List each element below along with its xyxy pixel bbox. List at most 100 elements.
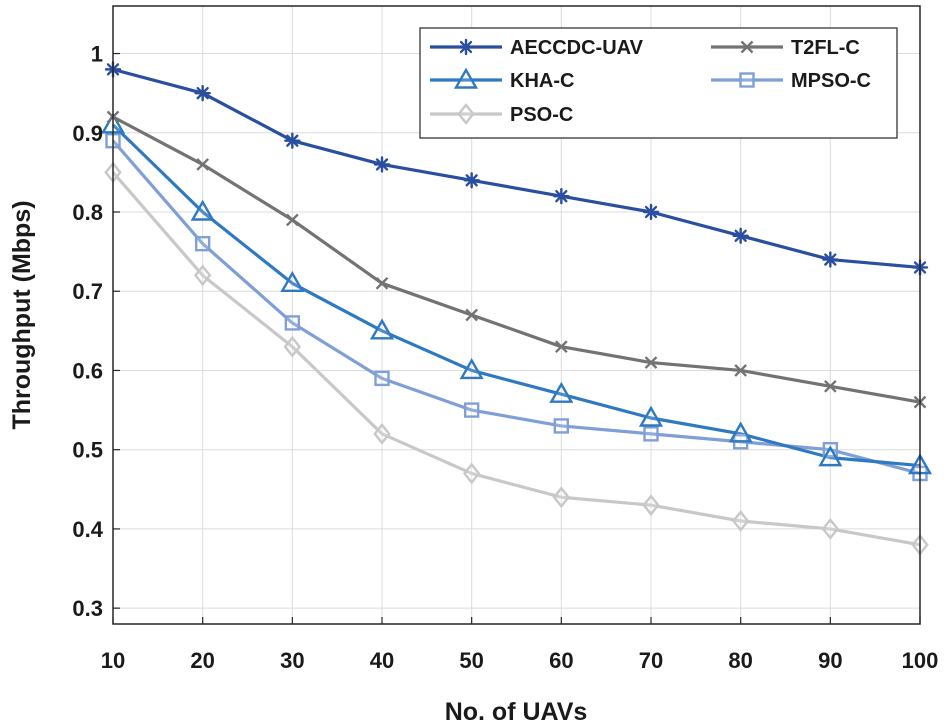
marker-shape — [369, 318, 395, 340]
series-lines — [111, 67, 921, 547]
data-point-aeccdc-uav — [822, 251, 839, 268]
series-markers — [100, 61, 933, 556]
data-point-kha-c — [190, 199, 215, 221]
data-point-t2fl-c — [465, 308, 479, 322]
legend: AECCDC-UAV T2FL-C KHA-C MPSO-C PSO-C — [419, 27, 898, 139]
data-point-t2fl-c — [196, 158, 210, 171]
marker-stroke — [823, 379, 837, 393]
marker-shape — [280, 270, 305, 293]
legend-marker — [457, 103, 475, 125]
data-point-t2fl-c — [375, 276, 389, 290]
data-point-pso-c — [731, 510, 750, 532]
legend-marker — [740, 40, 754, 54]
y-tick-label: 1 — [91, 42, 103, 67]
y-axis-title: Throughput (Mbps) — [8, 200, 36, 429]
marker-shape — [373, 422, 391, 445]
marker-stroke — [196, 87, 209, 100]
marker-shape — [739, 72, 755, 88]
series-line-pso-c — [111, 171, 921, 547]
marker-stroke — [740, 40, 754, 54]
data-point-mpso-c — [374, 370, 390, 387]
data-point-aeccdc-uav — [642, 203, 660, 221]
marker-shape — [190, 199, 215, 221]
x-tick-label: 30 — [280, 648, 304, 673]
plot-frame — [112, 5, 921, 625]
marker-shape — [462, 462, 481, 485]
marker-stroke — [554, 340, 568, 354]
data-point-aeccdc-uav — [194, 84, 211, 102]
data-point-pso-c — [642, 494, 660, 517]
x-tick-label: 100 — [902, 648, 939, 673]
y-tick-label: 0.9 — [72, 121, 103, 146]
data-point-t2fl-c — [734, 364, 748, 377]
marker-shape — [193, 264, 212, 287]
marker-stroke — [465, 174, 478, 187]
x-tick-label: 90 — [818, 648, 842, 673]
y-tick-label: 0.4 — [72, 517, 103, 542]
y-tick-label: 0.5 — [72, 438, 103, 463]
data-point-t2fl-c — [823, 379, 837, 393]
marker-shape — [453, 67, 479, 89]
marker-shape — [549, 381, 574, 403]
marker-shape — [459, 358, 484, 380]
series-line-t2fl-c — [112, 115, 921, 404]
x-tick-label: 40 — [370, 648, 394, 673]
data-point-kha-c — [369, 318, 395, 340]
marker-shape — [457, 103, 475, 125]
data-point-mpso-c — [194, 235, 211, 252]
data-point-kha-c — [280, 270, 305, 293]
data-point-aeccdc-uav — [732, 227, 749, 244]
marker-stroke — [286, 134, 299, 147]
data-point-t2fl-c — [554, 340, 568, 354]
marker-stroke — [555, 190, 568, 203]
legend-label: KHA-C — [510, 70, 574, 92]
x-tick-label: 50 — [459, 648, 483, 673]
data-point-pso-c — [283, 335, 302, 358]
marker-stroke — [734, 229, 747, 242]
x-tick-label: 20 — [190, 648, 214, 673]
data-point-kha-c — [728, 421, 753, 443]
y-tick-label: 0.7 — [72, 279, 103, 304]
y-tick-label: 0.3 — [72, 596, 103, 621]
series-line-aeccdc-uav — [112, 67, 921, 270]
marker-stroke — [285, 213, 299, 227]
marker-shape — [374, 370, 390, 387]
legend-label: T2FL-C — [791, 37, 860, 59]
marker-shape — [553, 418, 570, 434]
marker-stroke — [644, 205, 658, 219]
data-point-pso-c — [821, 518, 840, 540]
marker-stroke — [465, 308, 479, 322]
marker-shape — [731, 510, 750, 532]
data-point-pso-c — [193, 264, 212, 287]
data-point-kha-c — [549, 381, 574, 403]
legend-marker — [453, 67, 479, 89]
legend-marker — [739, 72, 755, 88]
marker-shape — [638, 405, 664, 427]
data-point-t2fl-c — [644, 356, 658, 369]
x-tick-label: 60 — [549, 648, 573, 673]
data-point-mpso-c — [553, 418, 570, 434]
legend-entry-aeccdc-uav: AECCDC-UAV — [430, 37, 644, 59]
marker-shape — [643, 426, 659, 442]
data-point-mpso-c — [643, 426, 659, 442]
x-tick-label: 80 — [728, 648, 752, 673]
data-point-pso-c — [552, 486, 571, 509]
data-point-aeccdc-uav — [553, 187, 570, 205]
legend-label: PSO-C — [510, 104, 573, 126]
x-tick-label: 10 — [101, 648, 125, 673]
data-point-kha-c — [459, 358, 484, 380]
data-point-t2fl-c — [285, 213, 299, 227]
marker-stroke — [375, 276, 389, 290]
series-line-kha-c — [111, 123, 921, 468]
marker-shape — [283, 335, 302, 358]
x-tick-label: 70 — [639, 648, 663, 673]
marker-shape — [728, 421, 753, 443]
marker-stroke — [734, 364, 748, 377]
data-point-mpso-c — [284, 315, 301, 331]
x-axis-title: No. of UAVs — [445, 698, 588, 725]
x-tick-labels: 10 20 30 40 50 60 70 80 90 100 — [101, 648, 939, 673]
marker-stroke — [196, 158, 210, 171]
marker-stroke — [824, 253, 837, 266]
legend-label: AECCDC-UAV — [510, 37, 644, 59]
